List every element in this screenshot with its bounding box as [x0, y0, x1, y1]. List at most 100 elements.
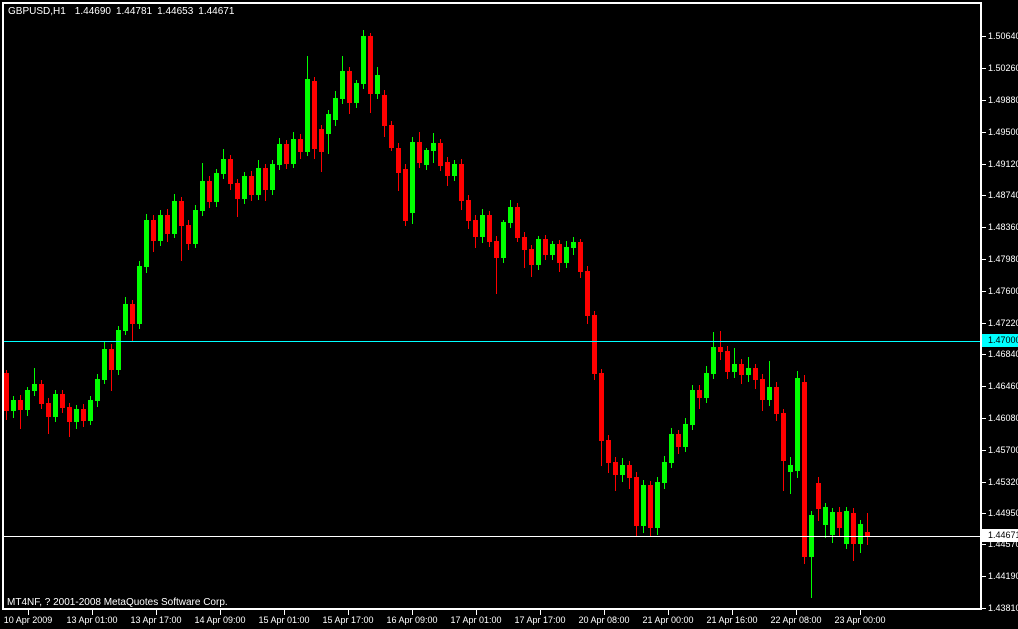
- candle-body: [368, 36, 373, 94]
- level-line-price-label: 1.47000: [982, 334, 1018, 347]
- price-tick: [980, 323, 986, 324]
- price-tick-label: 1.48360: [988, 222, 1018, 232]
- candle-wick: [496, 236, 497, 294]
- candle-body: [158, 215, 163, 241]
- time-tick: [92, 610, 93, 615]
- candle-body: [676, 434, 681, 447]
- candle-body: [641, 485, 646, 526]
- price-tick: [980, 100, 986, 101]
- candle-body: [53, 394, 58, 417]
- candle-body: [473, 220, 478, 237]
- candle-body: [361, 36, 366, 84]
- candle-body: [781, 413, 786, 461]
- time-tick: [476, 610, 477, 615]
- candle-body: [592, 315, 597, 374]
- close-value: 1.44671: [198, 6, 235, 17]
- candle-body: [207, 181, 212, 202]
- candle-body: [494, 241, 499, 258]
- time-tick: [28, 610, 29, 615]
- candle-body: [340, 71, 345, 99]
- current-price-line[interactable]: [4, 536, 980, 537]
- candle-body: [697, 390, 702, 398]
- candle-body: [410, 142, 415, 213]
- time-tick: [348, 610, 349, 615]
- candle-body: [431, 143, 436, 151]
- candle-body: [193, 210, 198, 244]
- price-tick: [980, 576, 986, 577]
- candle-body: [326, 114, 331, 134]
- candle-body: [319, 129, 324, 152]
- candle-body: [123, 304, 128, 331]
- price-tick-label: 1.49880: [988, 95, 1018, 105]
- price-tick-label: 1.50640: [988, 31, 1018, 41]
- candle-body: [228, 159, 233, 184]
- candle-body: [102, 349, 107, 380]
- candle-body: [662, 462, 667, 483]
- price-tick-label: 1.46840: [988, 349, 1018, 359]
- candle-body: [732, 364, 737, 372]
- time-tick-label: 20 Apr 08:00: [578, 615, 630, 625]
- candle-body: [74, 409, 79, 422]
- candle-body: [137, 266, 142, 324]
- candle-body: [522, 237, 527, 250]
- time-tick-label: 13 Apr 01:00: [66, 615, 118, 625]
- time-tick: [796, 610, 797, 615]
- candle-body: [858, 524, 863, 544]
- current-price-line-price-label: 1.44671: [982, 529, 1018, 542]
- time-tick: [604, 610, 605, 615]
- candle-body: [550, 244, 555, 255]
- time-tick-label: 16 Apr 09:00: [386, 615, 438, 625]
- price-tick: [980, 291, 986, 292]
- price-axis[interactable]: 1.50640 1.50260 1.49880 1.49500 1.49120 1.487…: [980, 0, 1018, 629]
- price-tick-label: 1.50260: [988, 63, 1018, 73]
- candle-body: [438, 143, 443, 166]
- candle-body: [459, 164, 464, 201]
- level-line[interactable]: [4, 341, 980, 342]
- candle-wick: [34, 368, 35, 396]
- hlines-layer: [4, 4, 980, 608]
- candle-body: [179, 201, 184, 226]
- candle-body: [627, 465, 632, 478]
- high-value: 1.44781: [115, 6, 153, 17]
- candle-body: [151, 220, 156, 241]
- candle-body: [263, 168, 268, 190]
- time-tick: [732, 610, 733, 615]
- time-axis[interactable]: 10 Apr 2009 13 Apr 01:00 13 Apr 17:00 14 Ap…: [0, 610, 1018, 629]
- chart-plot-area[interactable]: GBPUSD,H1 1.44690 1.44781 1.44653 1.44671 MT…: [2, 2, 982, 610]
- candle-body: [767, 387, 772, 400]
- candle-body: [746, 368, 751, 375]
- price-tick: [980, 354, 986, 355]
- time-tick-label: 15 Apr 17:00: [322, 615, 374, 625]
- open-value: 1.44690: [74, 6, 111, 17]
- price-tick: [980, 132, 986, 133]
- candle-body: [788, 465, 793, 472]
- candle-body: [200, 181, 205, 211]
- price-tick-label: 1.47220: [988, 318, 1018, 328]
- candle-body: [165, 215, 170, 234]
- candle-body: [585, 271, 590, 316]
- price-tick: [980, 68, 986, 69]
- candle-body: [515, 207, 520, 238]
- candle-wick: [524, 232, 525, 268]
- price-tick-label: 1.47600: [988, 286, 1018, 296]
- candle-body: [823, 507, 828, 525]
- candle-body: [711, 347, 716, 374]
- candle-body: [305, 79, 310, 152]
- price-tick: [980, 227, 986, 228]
- candle-body: [354, 83, 359, 103]
- price-tick: [980, 418, 986, 419]
- symbol-period-label: GBPUSD,H1: [8, 6, 66, 17]
- time-tick: [668, 610, 669, 615]
- time-tick: [860, 610, 861, 615]
- candle-body: [655, 482, 660, 528]
- candle-body: [620, 465, 625, 475]
- candle-body: [46, 403, 51, 417]
- candle-wick: [790, 457, 791, 494]
- candle-body: [571, 242, 576, 248]
- candle-body: [277, 144, 282, 165]
- low-value: 1.44653: [157, 6, 194, 17]
- candle-body: [634, 477, 639, 526]
- chart-ohlc-header: GBPUSD,H1 1.44690 1.44781 1.44653 1.44671: [8, 6, 239, 17]
- candle-body: [760, 379, 765, 400]
